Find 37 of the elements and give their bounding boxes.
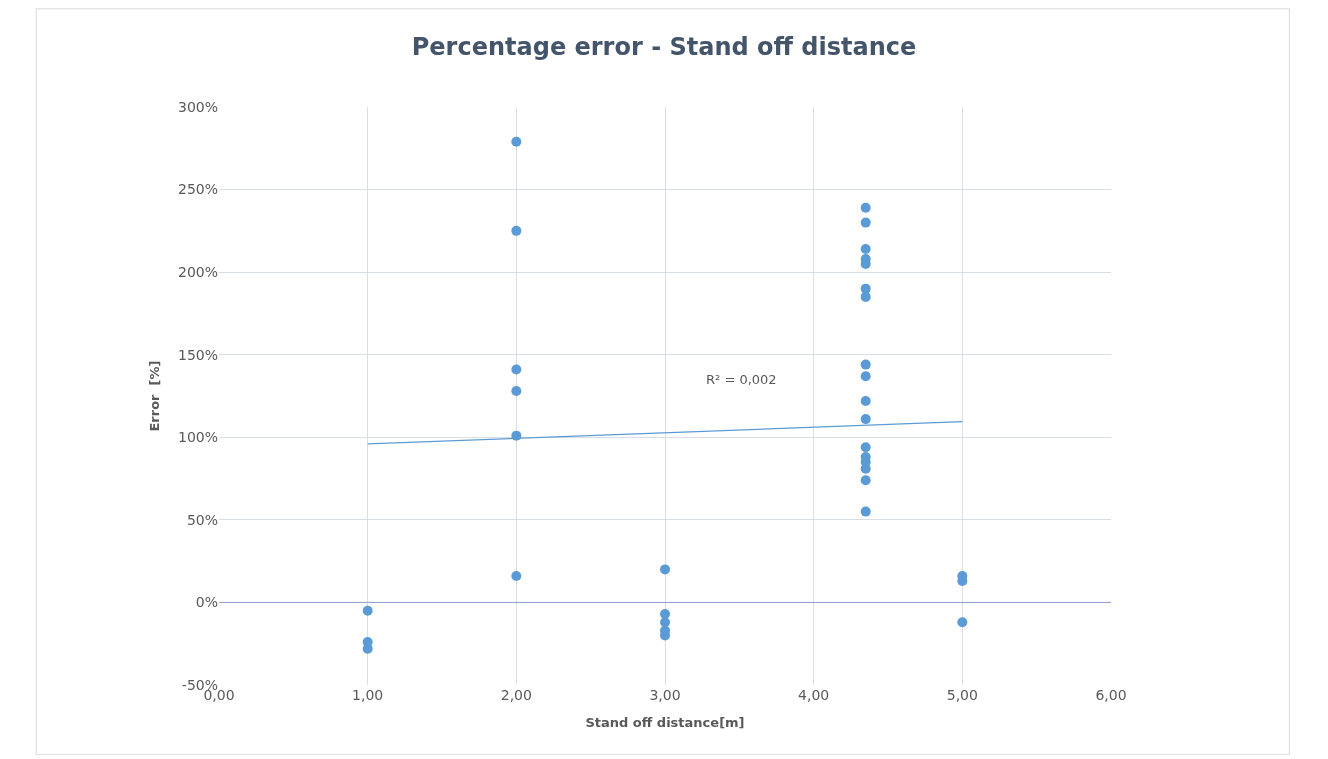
point bbox=[511, 225, 522, 236]
point bbox=[860, 202, 871, 213]
annotation: R² = 0,002 bbox=[706, 372, 777, 387]
point bbox=[511, 136, 522, 147]
x-tick-label: 4,00 bbox=[798, 687, 830, 703]
point bbox=[660, 608, 670, 619]
point bbox=[362, 605, 373, 616]
x-tick-label: 1,00 bbox=[352, 687, 384, 703]
y-tick-label: 0% bbox=[195, 594, 218, 611]
y-axis-title: Error [%] bbox=[146, 360, 162, 432]
point bbox=[860, 475, 871, 486]
y-tick-label: 250% bbox=[177, 181, 218, 198]
y-tick-label: 300% bbox=[177, 98, 218, 115]
y-tick-label: 200% bbox=[177, 264, 218, 281]
point bbox=[860, 506, 871, 517]
point bbox=[511, 571, 522, 582]
x-tick-label: 6,00 bbox=[1095, 687, 1127, 703]
point bbox=[860, 244, 871, 255]
point bbox=[860, 414, 871, 425]
point bbox=[660, 564, 670, 575]
x-tick-label: 5,00 bbox=[946, 687, 978, 703]
point bbox=[511, 364, 522, 375]
chart-title: Percentage error - Stand off distance bbox=[411, 32, 917, 61]
point bbox=[860, 217, 871, 228]
point bbox=[860, 395, 871, 406]
point bbox=[511, 386, 522, 397]
point bbox=[860, 371, 871, 382]
point bbox=[860, 442, 871, 453]
y-tick-label: 150% bbox=[177, 346, 218, 363]
point bbox=[957, 617, 968, 628]
x-tick-label: 2,00 bbox=[500, 687, 532, 703]
point bbox=[860, 359, 871, 370]
x-axis-title: Stand off distance[m] bbox=[585, 714, 745, 730]
y-tick-label: 100% bbox=[177, 429, 218, 446]
x-tick-label: 3,00 bbox=[649, 687, 681, 703]
point bbox=[660, 617, 670, 628]
y-tick-label: 50% bbox=[186, 511, 218, 528]
